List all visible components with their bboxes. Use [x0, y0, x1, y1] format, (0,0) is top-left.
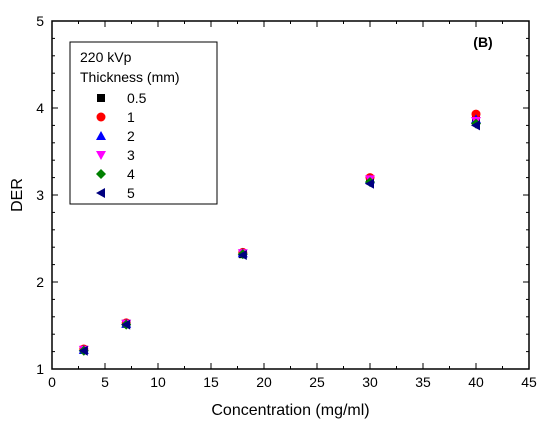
legend-marker-triangle-up — [96, 131, 106, 140]
legend-entry-label: 4 — [127, 166, 135, 182]
data-point-circle — [471, 109, 481, 119]
data-point-triangle-left — [121, 319, 131, 330]
x-tick-label: 25 — [309, 374, 325, 390]
x-tick-label: 10 — [150, 374, 166, 390]
plot-frame — [51, 20, 530, 370]
data-point-triangle-left — [471, 120, 480, 131]
x-axis-label: Concentration (mg/ml) — [211, 402, 369, 419]
x-tick-label: 0 — [48, 374, 56, 390]
x-tick-label: 40 — [468, 374, 484, 390]
x-tick-label: 45 — [521, 374, 537, 390]
legend-entry-label: 2 — [127, 128, 135, 144]
legend-marker-diamond — [96, 169, 106, 179]
legend-title-line-1: 220 kVp — [80, 49, 132, 65]
legend-marker-triangle-down — [96, 151, 106, 160]
x-tick-label: 15 — [203, 374, 219, 390]
legend-box — [69, 41, 218, 205]
legend-marker-square — [97, 94, 105, 102]
panel-label: (B) — [473, 34, 492, 50]
y-tick-label: 3 — [36, 187, 44, 203]
legend: 220 kVp Thickness (mm) 0.5 1 2 3 4 5 — [69, 41, 218, 205]
legend-marker-circle — [96, 112, 106, 122]
data-point-triangle-left — [365, 178, 374, 189]
y-tick-label: 5 — [36, 13, 44, 29]
legend-entries: 0.5 1 2 3 4 5 — [96, 90, 147, 201]
legend-entry-label: 1 — [127, 109, 135, 125]
data-points — [78, 109, 481, 356]
y-tick-label: 1 — [36, 361, 44, 377]
legend-entry-label: 3 — [127, 147, 135, 163]
x-tick-label: 20 — [256, 374, 272, 390]
legend-entry-label: 5 — [127, 185, 135, 201]
y-tick-label: 2 — [36, 274, 44, 290]
y-axis-label: DER — [9, 178, 26, 212]
legend-marker-triangle-left — [96, 188, 105, 198]
data-point-triangle-left — [78, 345, 88, 356]
x-tick-label: 30 — [362, 374, 378, 390]
data-point-triangle-left — [237, 250, 247, 261]
legend-entry-label: 0.5 — [127, 90, 147, 106]
y-tick-label: 4 — [36, 100, 44, 116]
x-tick-label: 5 — [101, 374, 109, 390]
legend-title-line-2: Thickness (mm) — [80, 69, 180, 85]
x-tick-label: 35 — [415, 374, 431, 390]
